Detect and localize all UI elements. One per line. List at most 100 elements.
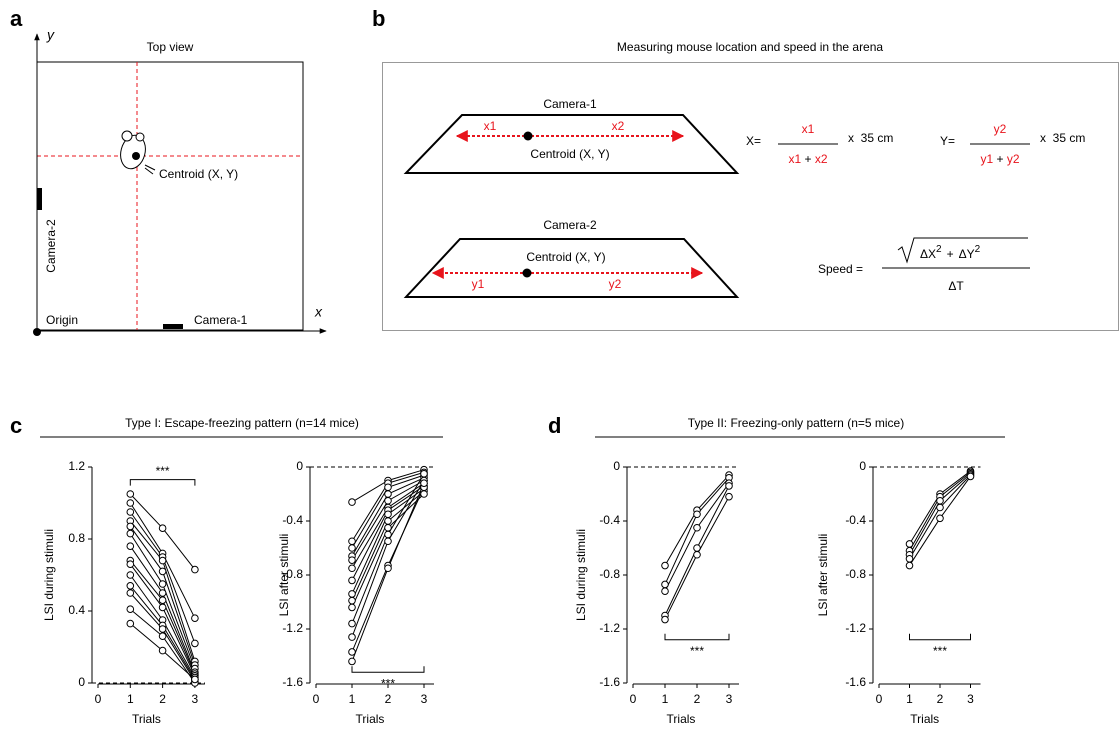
data-point (905, 555, 914, 563)
data-point (936, 496, 944, 505)
y-tick-label: 0 (613, 459, 620, 473)
data-point (126, 542, 135, 551)
formula-term: y1 (980, 152, 993, 166)
camera-1-icon (163, 324, 183, 329)
camera-label: Camera-1 (194, 313, 248, 327)
data-point (384, 530, 392, 539)
x-tick-label: 0 (95, 692, 102, 706)
centroid-label: Centroid (X, Y) (526, 250, 605, 264)
formula-denominator: y1 + y2 (980, 152, 1019, 166)
camera-label: Camera-1 (543, 97, 597, 111)
distance-label: y2 (609, 277, 622, 291)
x-tick-label: 1 (349, 692, 356, 706)
data-point (384, 496, 392, 505)
panel-b: b Measuring mouse location and speed in … (372, 6, 1119, 331)
data-point (966, 472, 975, 481)
x-tick-label: 2 (937, 692, 944, 706)
data-point (936, 514, 944, 523)
data-point (158, 603, 167, 612)
y-axis-label: LSI during stimuli (42, 529, 56, 621)
data-point (936, 503, 944, 512)
significance-label: *** (381, 676, 395, 690)
formula-lhs: Y= (940, 134, 955, 148)
distance-label: x1 (484, 119, 497, 133)
data-point (725, 492, 733, 501)
data-point (661, 561, 669, 570)
data-point (126, 490, 135, 498)
data-point (905, 561, 914, 570)
centroid-label: Centroid (X, Y) (159, 167, 238, 181)
significance-label: *** (156, 464, 170, 478)
y-tick-label: -1.6 (845, 675, 866, 689)
x-axis-label: Trials (667, 712, 696, 726)
panel-title: Measuring mouse location and speed in th… (617, 40, 884, 54)
arena-side-view (403, 238, 740, 298)
data-point (348, 619, 356, 628)
data-point (191, 639, 199, 648)
data-point (348, 590, 356, 598)
arena-side-view (403, 114, 740, 174)
data-point (191, 614, 199, 623)
axis-name: x (314, 304, 323, 320)
data-point (420, 490, 428, 498)
data-point (348, 657, 356, 666)
data-point (158, 580, 167, 588)
data-point (693, 544, 701, 552)
data-point (348, 498, 356, 506)
formula-term: 2 (975, 244, 981, 255)
data-point (158, 567, 167, 576)
x-tick-label: 3 (192, 692, 199, 706)
formula-lhs: Speed = (818, 262, 863, 276)
data-point (348, 564, 356, 573)
formula-term: 2 (936, 244, 942, 255)
data-point (693, 510, 701, 519)
formula-term: + (804, 152, 811, 166)
x-tick-label: 1 (906, 692, 913, 706)
data-point (693, 550, 701, 559)
data-point (158, 524, 167, 533)
data-point (384, 523, 392, 532)
data-point (384, 490, 392, 498)
formula-factor: x 35 cm (848, 131, 893, 145)
data-point (348, 537, 356, 546)
x-axis-label: Trials (356, 712, 385, 726)
data-point (384, 483, 392, 492)
data-point (191, 565, 199, 574)
y-tick-label: -1.6 (282, 675, 303, 689)
y-tick-label: -0.8 (599, 567, 620, 581)
formula-term: ΔY (959, 247, 975, 261)
x-tick-label: 2 (159, 692, 166, 706)
data-point (126, 522, 135, 531)
y-tick-label: -1.2 (845, 621, 866, 635)
data-point (420, 479, 428, 488)
y-tick-label: 0.8 (68, 531, 85, 545)
distance-label: y1 (472, 277, 485, 291)
formula-term: y2 (1007, 152, 1020, 166)
y-axis-label: LSI after stimuli (277, 534, 291, 617)
y-tick-label: 0 (296, 459, 303, 473)
data-point (126, 499, 135, 507)
group-title: Type II: Freezing-only pattern (n=5 mice… (688, 416, 904, 430)
data-point (661, 580, 669, 589)
data-point (126, 508, 135, 516)
data-point (384, 517, 392, 525)
origin-label: Origin (46, 313, 78, 327)
x-axis-label: Trials (910, 712, 939, 726)
formula-lhs: X= (746, 134, 761, 148)
y-tick-label: -0.8 (282, 567, 303, 581)
formula-term: x2 (815, 152, 828, 166)
y-tick-label: -0.4 (282, 513, 303, 527)
data-point (348, 633, 356, 641)
x-tick-label: 0 (313, 692, 320, 706)
data-point (126, 589, 135, 597)
x-tick-label: 2 (694, 692, 701, 706)
panel-letter: d (548, 413, 561, 438)
data-point (348, 556, 356, 564)
camera-2-icon (37, 188, 42, 210)
data-point (158, 625, 167, 633)
data-point (661, 615, 669, 624)
sqrt-sign (897, 237, 1028, 264)
y-tick-label: 0 (859, 459, 866, 473)
y-tick-label: -1.6 (599, 675, 620, 689)
